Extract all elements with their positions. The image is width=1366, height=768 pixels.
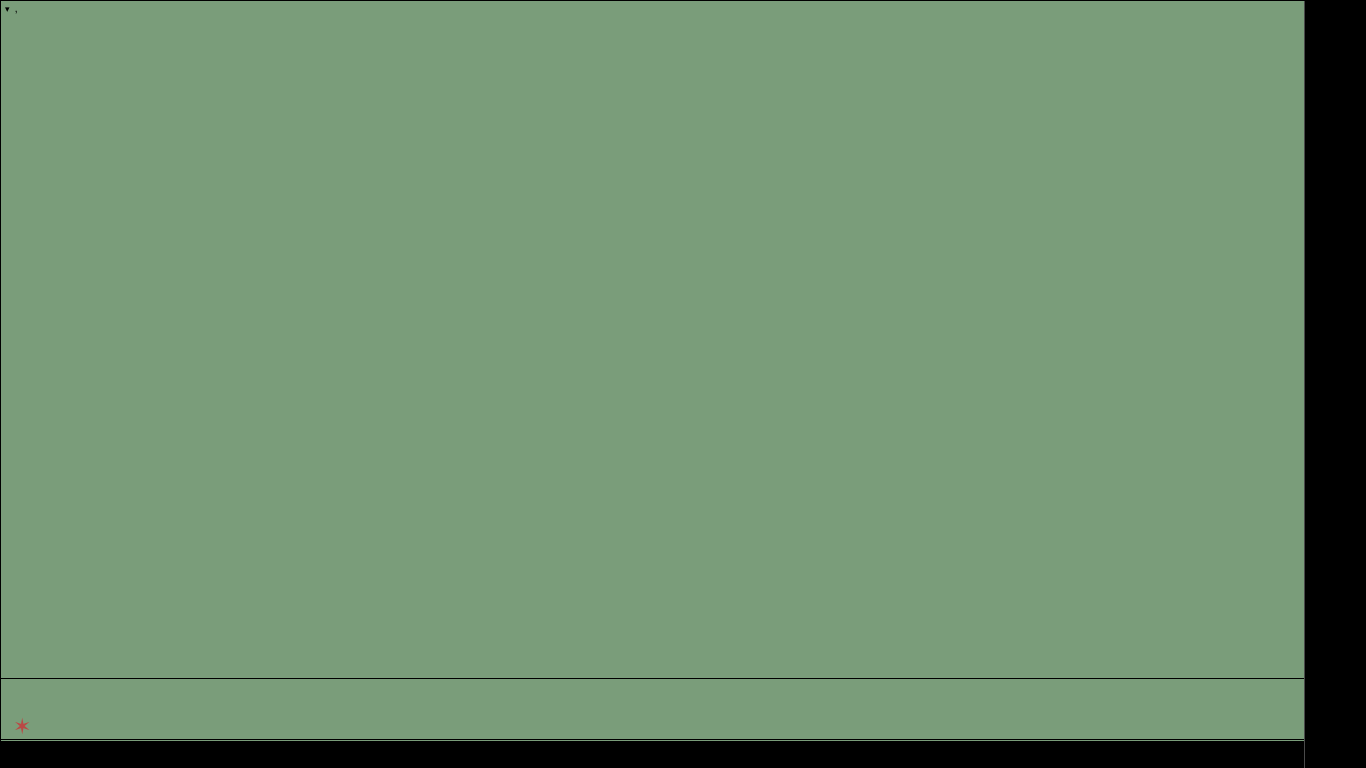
indicator-svg xyxy=(1,680,1304,740)
main-chart-area[interactable]: ▾ , xyxy=(1,1,1304,679)
watermark-brand: ✶ xyxy=(13,709,32,741)
title-caret-icon: ▾ xyxy=(5,4,10,15)
indicator-panel[interactable] xyxy=(1,680,1304,740)
watermark-star-icon: ✶ xyxy=(13,714,32,739)
y-axis xyxy=(1304,1,1366,768)
main-chart-svg xyxy=(1,1,1304,679)
chart-title-bar: ▾ , xyxy=(5,3,39,15)
x-axis xyxy=(1,741,1304,768)
chart-container: ▾ , ✶ xyxy=(0,0,1366,768)
watermark: ✶ xyxy=(13,709,32,737)
